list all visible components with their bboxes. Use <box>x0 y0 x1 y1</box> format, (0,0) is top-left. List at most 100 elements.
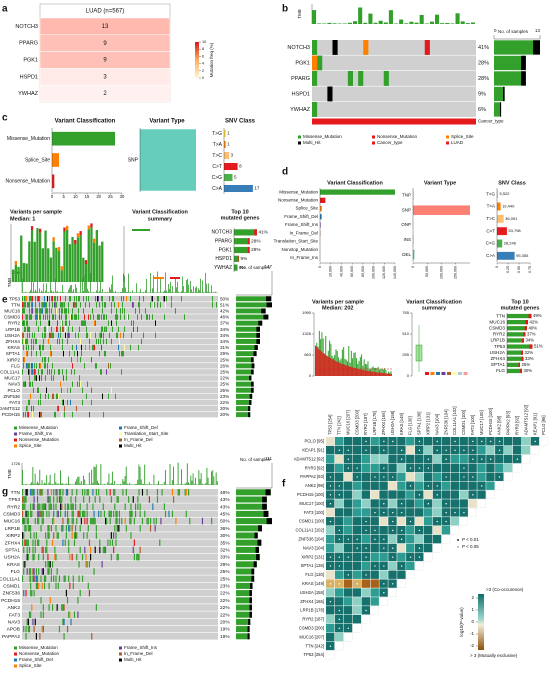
mutation-cell <box>121 296 122 302</box>
significance-dot <box>383 547 385 549</box>
tmb-bar <box>159 484 161 485</box>
row-label: ANK2 [98] <box>305 483 324 488</box>
mutation-cell <box>163 296 164 302</box>
tmb-bar <box>36 291 37 293</box>
mutation-cell <box>47 363 48 369</box>
mutation-cell <box>37 296 38 302</box>
mutation-cell <box>106 326 107 332</box>
mutation-cell <box>124 308 125 314</box>
matrix-cell <box>406 508 415 517</box>
tmb-bar <box>98 482 100 485</box>
mutation-cell <box>145 308 146 314</box>
matrix-cell <box>423 490 433 499</box>
sample-stack <box>359 357 361 376</box>
mutation-cell <box>31 350 32 357</box>
mutation-cell <box>109 539 111 546</box>
significance-dot <box>365 574 367 576</box>
tmb-bar <box>214 484 216 485</box>
mutation-cell <box>42 625 44 633</box>
row-bg <box>22 611 218 618</box>
tmb-bar <box>47 292 48 293</box>
tmb-bar <box>92 482 94 485</box>
gene-label: USH2A <box>4 555 21 561</box>
matrix-cell <box>361 614 371 624</box>
x-tick-label: 20 <box>96 194 101 199</box>
sample-bar <box>236 345 258 350</box>
matrix-cell <box>361 454 370 464</box>
matrix-cell <box>450 463 459 473</box>
matrix-cell <box>361 463 370 473</box>
mutation-cell <box>139 296 140 302</box>
mutation-cell <box>91 633 93 640</box>
mutation-cell <box>28 369 29 375</box>
matrix-cell <box>432 543 442 553</box>
significance-dot <box>329 583 332 585</box>
row-bg <box>22 568 218 575</box>
mutation-cell <box>25 489 27 496</box>
sample-stack <box>87 229 90 282</box>
mutation-cell <box>58 332 59 339</box>
x-tick-label: 100,000 <box>439 266 443 279</box>
matrix-cell <box>388 463 397 473</box>
row-bg <box>22 320 218 326</box>
category-label: In_Frame_Ins <box>290 255 319 260</box>
row-bg <box>312 40 476 55</box>
tmb-bar <box>105 484 106 485</box>
tmb-bar <box>156 484 158 485</box>
mutation-cell <box>29 369 30 375</box>
legend-swatch <box>372 135 375 139</box>
matrix-cell <box>361 579 370 588</box>
mutation-cell <box>78 510 80 518</box>
mutation-cell <box>312 102 318 117</box>
mutation-cell <box>44 326 45 332</box>
mutation-cell <box>40 597 42 604</box>
tmb-bar <box>54 292 55 293</box>
mutation-cell <box>64 575 66 582</box>
tmb-bar <box>63 484 65 485</box>
mutation-cell <box>94 320 95 326</box>
tmb-bar <box>64 484 66 485</box>
mutation-cell <box>62 517 64 525</box>
sample-bar <box>236 375 252 381</box>
tmb-bar <box>49 474 51 485</box>
freq-label: 23% <box>220 583 230 589</box>
mutation-cell <box>24 561 26 568</box>
mutation-cell <box>36 503 39 510</box>
mutation-cell <box>79 525 81 532</box>
matrix-cell <box>406 543 415 553</box>
mutation-cell <box>82 320 83 326</box>
mutation-cell <box>29 326 30 332</box>
tmb-bar <box>211 285 212 293</box>
matrix-cell <box>406 561 415 570</box>
mutation-cell <box>41 546 43 554</box>
tmb-bar <box>94 292 95 293</box>
significance-dot <box>329 503 332 505</box>
mutation-cell <box>26 344 27 351</box>
mutation-cell <box>152 503 154 510</box>
mutation-cell <box>81 553 84 561</box>
row-label: RYR2 [187] <box>302 617 324 622</box>
tmb-bar <box>129 292 130 293</box>
matrix-cell <box>370 570 379 579</box>
mutation-cell <box>35 633 37 640</box>
sample-stack <box>381 368 383 376</box>
mutation-cell <box>113 489 115 496</box>
mutation-cell <box>42 553 44 561</box>
mutation-cell <box>118 344 119 351</box>
mutation-cell <box>30 489 32 496</box>
mutation-cell <box>45 393 46 400</box>
significance-dot <box>418 529 421 532</box>
mutation-cell <box>48 568 50 575</box>
gene-label: RYR2 <box>7 504 20 510</box>
matrix-cell <box>450 472 459 481</box>
significance-dot <box>347 627 349 630</box>
mutation-cell <box>81 575 84 582</box>
freq-label: 40% <box>529 325 538 330</box>
mutation-cell <box>35 338 36 345</box>
mutation-cell <box>43 344 44 351</box>
mutation-cell <box>72 517 74 525</box>
mutation-cell <box>50 489 52 496</box>
row-bg <box>22 604 218 611</box>
mutation-cell <box>28 575 31 582</box>
